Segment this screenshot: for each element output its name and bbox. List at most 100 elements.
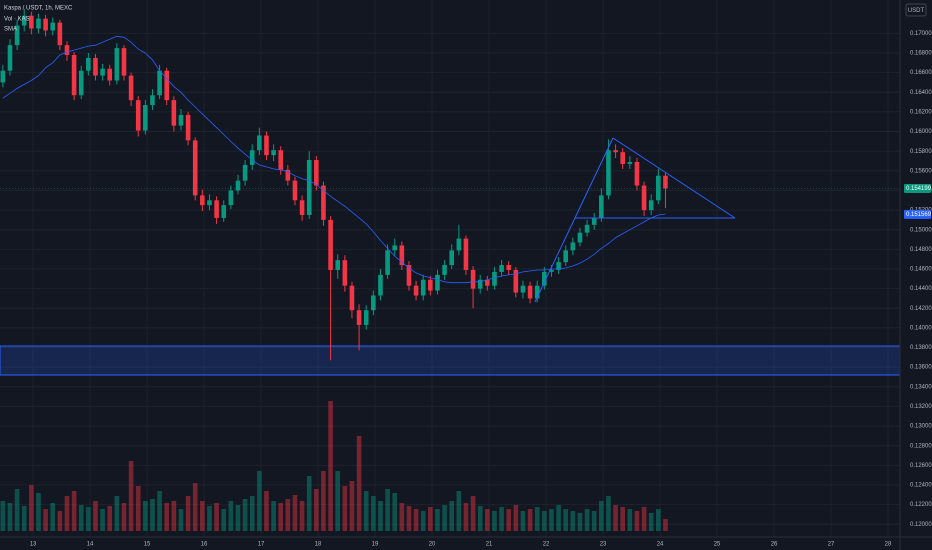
candle-body bbox=[278, 150, 284, 170]
volume-bar bbox=[392, 493, 398, 531]
candle-body bbox=[599, 195, 604, 218]
volume-bar bbox=[356, 436, 362, 531]
currency-box[interactable] bbox=[905, 3, 927, 17]
volume-bar bbox=[520, 511, 526, 531]
support-zone bbox=[0, 345, 901, 376]
symbol-title: Kaspa / USDT, 1h, MEXC bbox=[4, 6, 73, 12]
volume-bar bbox=[114, 496, 120, 531]
currency-label[interactable]: USDT bbox=[908, 8, 925, 14]
candle-body bbox=[235, 180, 241, 191]
candle-body bbox=[634, 161, 640, 186]
volume-bar bbox=[556, 505, 561, 531]
volume-bar bbox=[385, 489, 390, 531]
candle-body bbox=[420, 279, 426, 296]
volume-layer bbox=[0, 401, 668, 531]
volume-bar bbox=[591, 511, 597, 531]
candle-body bbox=[321, 185, 326, 220]
candle-body bbox=[641, 185, 647, 211]
volume-bar bbox=[292, 495, 298, 531]
volume-bar bbox=[235, 505, 241, 531]
volume-bar bbox=[328, 401, 333, 531]
volume-label: Vol · KAS bbox=[4, 17, 30, 23]
volume-bar bbox=[221, 509, 227, 531]
x-tick-label: 13 bbox=[30, 542, 37, 548]
candle-body bbox=[299, 200, 305, 215]
volume-bar bbox=[335, 471, 341, 531]
candle-body bbox=[257, 135, 262, 151]
sma-price-label: 0.151569 bbox=[906, 212, 932, 218]
candle-body bbox=[435, 274, 440, 291]
candle-body bbox=[271, 150, 276, 156]
candle-body bbox=[378, 274, 383, 296]
volume-bar bbox=[242, 499, 248, 531]
candle-body bbox=[492, 271, 497, 286]
candle-body bbox=[627, 161, 633, 164]
candle-body bbox=[57, 22, 63, 46]
volume-bar bbox=[549, 509, 554, 531]
candle-body bbox=[499, 265, 504, 272]
volume-bar bbox=[121, 503, 127, 531]
volume-bar bbox=[435, 509, 440, 531]
volume-bar bbox=[428, 507, 433, 531]
volume-bar bbox=[64, 496, 70, 531]
volume-bar bbox=[534, 507, 540, 531]
volume-bar bbox=[278, 503, 284, 531]
volume-bar bbox=[399, 503, 405, 531]
candle-body bbox=[656, 175, 661, 201]
candle-body bbox=[591, 217, 597, 225]
volume-bar bbox=[570, 511, 576, 531]
volume-bar bbox=[249, 496, 255, 531]
volume-bar bbox=[506, 509, 512, 531]
candle-body bbox=[21, 15, 27, 26]
volume-bar bbox=[57, 511, 63, 531]
indicator-label: SMA bbox=[4, 27, 17, 33]
volume-bar bbox=[306, 476, 312, 531]
volume-bar bbox=[627, 509, 633, 531]
x-tick-label: 18 bbox=[315, 542, 322, 548]
candle-body bbox=[121, 48, 127, 76]
volume-bar bbox=[299, 501, 305, 531]
candle-body bbox=[128, 75, 134, 101]
candle-body bbox=[78, 70, 84, 96]
candle-body bbox=[506, 265, 512, 270]
x-tick-label: 14 bbox=[87, 542, 94, 548]
volume-bar bbox=[178, 509, 184, 531]
candle-body bbox=[178, 114, 184, 126]
candle-body bbox=[171, 100, 177, 126]
candle-body bbox=[606, 150, 611, 196]
volume-bar bbox=[577, 513, 583, 531]
x-tick-label: 24 bbox=[657, 542, 664, 548]
volume-bar bbox=[606, 496, 611, 531]
candle-body bbox=[349, 285, 355, 311]
candle-body bbox=[485, 279, 490, 286]
volume-bar bbox=[257, 471, 262, 531]
last-price-label: 0.154199 bbox=[906, 186, 932, 192]
volume-bar bbox=[157, 491, 162, 531]
volume-bar bbox=[620, 507, 626, 531]
candle-body bbox=[242, 164, 248, 181]
candle-body bbox=[164, 70, 170, 101]
candle-body bbox=[285, 169, 291, 181]
sma-line bbox=[2, 35, 666, 284]
candle-body bbox=[192, 140, 198, 196]
candle-body bbox=[221, 205, 227, 218]
volume-bar bbox=[228, 501, 234, 531]
volume-bar bbox=[71, 491, 77, 531]
volume-bar bbox=[449, 501, 455, 531]
candle-body bbox=[534, 285, 540, 299]
trend-line bbox=[534, 137, 614, 303]
volume-bar bbox=[86, 507, 91, 531]
